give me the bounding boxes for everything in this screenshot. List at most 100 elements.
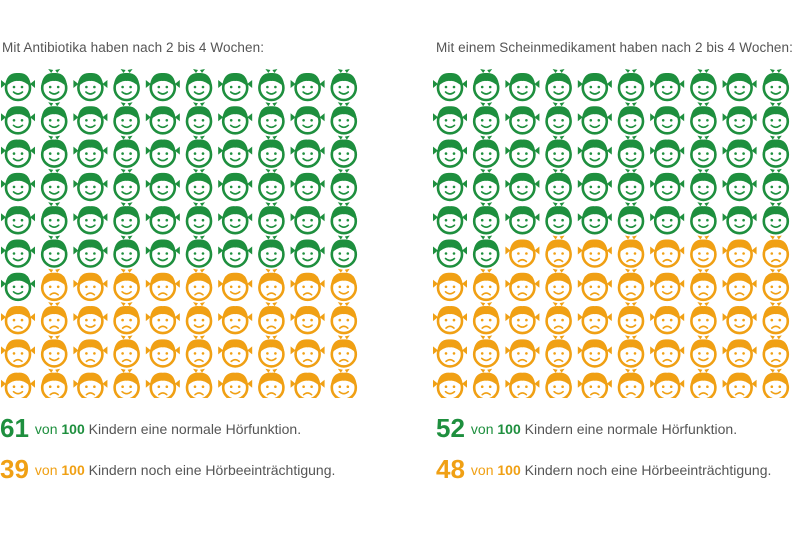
face-normal bbox=[762, 168, 790, 202]
face-normal bbox=[762, 102, 790, 135]
face-normal bbox=[762, 368, 790, 398]
face-impaired bbox=[545, 235, 572, 268]
face-normal bbox=[722, 106, 757, 135]
face-impaired bbox=[330, 302, 358, 335]
stat-number: 61 bbox=[0, 413, 29, 443]
face-normal bbox=[1, 372, 35, 398]
face-normal bbox=[290, 172, 325, 202]
face-impaired bbox=[617, 368, 645, 398]
face-impaired bbox=[617, 268, 645, 302]
face-normal bbox=[650, 72, 685, 102]
face-normal bbox=[690, 69, 717, 102]
panel-title: Mit Antibiotika haben nach 2 bis 4 Woche… bbox=[2, 40, 265, 55]
face-normal bbox=[617, 202, 645, 235]
face-normal bbox=[505, 172, 540, 202]
face-normal bbox=[73, 172, 108, 202]
face-impaired bbox=[690, 302, 717, 335]
face-normal bbox=[330, 368, 358, 398]
face-normal bbox=[577, 139, 612, 168]
face-impaired bbox=[762, 335, 790, 368]
face-normal bbox=[185, 135, 213, 168]
face-normal bbox=[433, 239, 467, 268]
face-impaired bbox=[73, 372, 108, 398]
face-normal bbox=[472, 168, 500, 202]
face-impaired bbox=[650, 306, 685, 335]
face-normal bbox=[1, 106, 35, 135]
face-impaired bbox=[185, 368, 213, 398]
face-impaired bbox=[505, 372, 540, 398]
stat-von: von bbox=[34, 421, 58, 437]
face-normal bbox=[330, 235, 358, 268]
face-impaired bbox=[145, 306, 180, 335]
face-normal bbox=[40, 235, 68, 268]
face-normal bbox=[690, 335, 717, 368]
face-normal bbox=[73, 206, 108, 235]
face-normal bbox=[472, 202, 500, 235]
stat-normal: 61 von 100 Kindern eine normale Hörfunkti… bbox=[0, 413, 301, 444]
face-normal bbox=[650, 139, 685, 168]
face-normal bbox=[433, 372, 467, 398]
face-normal bbox=[472, 102, 500, 135]
face-normal bbox=[258, 69, 285, 102]
face-normal bbox=[722, 72, 757, 102]
face-impaired bbox=[505, 239, 540, 268]
face-impaired bbox=[433, 306, 467, 335]
panel-title: Mit einem Scheinmedikament haben nach 2 … bbox=[436, 40, 793, 55]
face-normal bbox=[722, 206, 757, 235]
face-impaired bbox=[290, 339, 325, 368]
face-normal bbox=[185, 102, 213, 135]
face-normal bbox=[577, 339, 612, 368]
face-normal bbox=[433, 72, 467, 102]
face-impaired bbox=[113, 335, 140, 368]
face-normal bbox=[577, 239, 612, 268]
face-normal bbox=[185, 202, 213, 235]
face-normal bbox=[762, 135, 790, 168]
face-normal bbox=[650, 272, 685, 302]
face-impaired bbox=[722, 239, 757, 268]
face-impaired bbox=[722, 339, 757, 368]
stat-number: 52 bbox=[436, 413, 465, 443]
face-normal bbox=[290, 206, 325, 235]
face-impaired bbox=[617, 335, 645, 368]
face-normal bbox=[577, 172, 612, 202]
face-impaired bbox=[258, 368, 285, 398]
face-normal bbox=[650, 206, 685, 235]
stat-total: 100 bbox=[61, 462, 85, 478]
stat-total: 100 bbox=[61, 421, 85, 437]
face-normal bbox=[145, 172, 180, 202]
face-normal bbox=[545, 368, 572, 398]
face-normal bbox=[218, 172, 253, 202]
face-impaired bbox=[73, 339, 108, 368]
face-normal bbox=[218, 206, 253, 235]
face-normal bbox=[290, 306, 325, 335]
face-impaired bbox=[722, 272, 757, 302]
stat-number: 39 bbox=[0, 454, 29, 484]
face-normal bbox=[505, 139, 540, 168]
face-impaired bbox=[290, 372, 325, 398]
face-normal bbox=[1, 272, 35, 302]
face-normal bbox=[258, 168, 285, 202]
face-impaired bbox=[505, 272, 540, 302]
face-normal bbox=[145, 239, 180, 268]
face-normal bbox=[472, 235, 500, 268]
face-normal bbox=[40, 135, 68, 168]
face-normal bbox=[330, 202, 358, 235]
face-normal bbox=[722, 172, 757, 202]
face-normal bbox=[617, 69, 645, 102]
stat-number: 48 bbox=[436, 454, 465, 484]
face-normal bbox=[617, 135, 645, 168]
face-impaired bbox=[577, 372, 612, 398]
face-impaired bbox=[472, 302, 500, 335]
face-impaired bbox=[185, 335, 213, 368]
face-normal bbox=[722, 306, 757, 335]
face-normal bbox=[1, 206, 35, 235]
face-normal bbox=[330, 69, 358, 102]
face-normal bbox=[433, 139, 467, 168]
face-normal bbox=[762, 202, 790, 235]
face-normal bbox=[545, 168, 572, 202]
face-normal bbox=[113, 202, 140, 235]
face-impaired bbox=[433, 339, 467, 368]
face-normal bbox=[218, 372, 253, 398]
face-normal bbox=[505, 206, 540, 235]
face-impaired bbox=[690, 268, 717, 302]
